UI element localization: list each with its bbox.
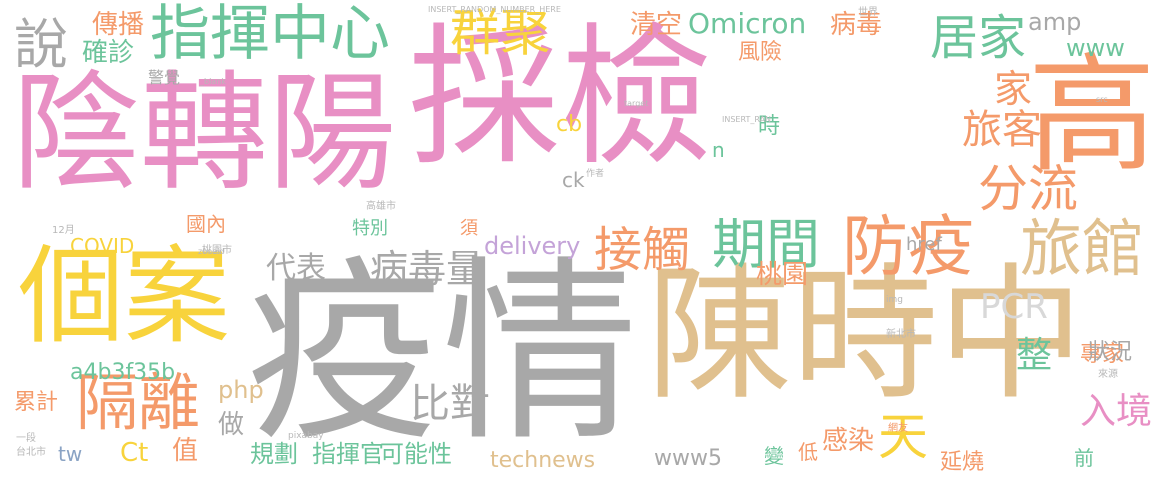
word-57: 值	[172, 436, 199, 466]
word-67: INSERT_RAN	[722, 115, 772, 124]
word-71: pixabay	[288, 431, 324, 441]
word-29: Omicron	[688, 7, 807, 40]
word-18: 天	[878, 408, 928, 466]
word-23: 代表	[266, 251, 326, 286]
word-66: _blank	[200, 77, 226, 86]
word-25: 整	[1016, 335, 1053, 376]
word-1: 陰轉陽	[12, 59, 397, 208]
word-59: tw	[58, 442, 83, 466]
word-78: 一段	[16, 433, 36, 444]
word-79: 來源	[1098, 369, 1118, 380]
word-70: img	[886, 295, 903, 305]
word-4: 陳時中	[646, 250, 1084, 420]
word-2: 採檢	[408, 9, 712, 186]
word-40: delivery	[484, 232, 581, 260]
word-46: 感染	[822, 426, 875, 456]
word-34: 桃園	[756, 260, 809, 290]
word-53: 特別	[352, 218, 388, 239]
word-35: 專家	[1080, 342, 1125, 367]
word-74: 新北市	[886, 329, 916, 340]
word-32: www	[1066, 34, 1125, 62]
word-62: n	[712, 138, 725, 162]
word-41: technews	[490, 448, 596, 473]
word-76: 桃園市	[202, 245, 232, 256]
word-51: 國內	[186, 212, 226, 236]
word-15: 隔離	[76, 366, 201, 439]
word-64: 警覺	[148, 68, 181, 87]
word-69: zoneid	[198, 247, 225, 256]
word-65: INSERT_RANDOM_NUMBER_HERE	[428, 5, 561, 14]
word-13: 期間	[712, 213, 820, 276]
word-48: 低	[798, 440, 818, 464]
word-45: 可能性	[380, 440, 452, 468]
word-14: 接觸	[594, 222, 691, 278]
word-61: ck	[562, 168, 585, 192]
word-33: 風險	[738, 40, 783, 65]
word-30: 病毒	[830, 10, 883, 40]
word-16: 分流	[978, 160, 1078, 218]
word-50: 前	[1074, 446, 1094, 470]
word-72: 作者	[586, 169, 605, 179]
word-81: 12月	[52, 225, 75, 236]
word-27: 傳播	[92, 10, 145, 40]
word-5: 個案	[18, 235, 230, 358]
word-43: 規劃	[250, 440, 298, 468]
word-54: 須	[460, 218, 478, 239]
word-9: 居家	[930, 10, 1027, 66]
word-75: 高雄市	[366, 201, 396, 212]
word-3: 疫情	[246, 240, 639, 468]
word-19: 家	[994, 67, 1033, 111]
word-56: 做	[218, 410, 245, 440]
word-24: PCR	[980, 287, 1048, 327]
word-31: amp	[1028, 8, 1082, 36]
word-21: 比對	[410, 381, 490, 427]
word-80: src	[1096, 95, 1108, 104]
word-68: target	[624, 99, 649, 108]
word-10: 說	[14, 13, 68, 76]
word-39: php	[218, 376, 264, 404]
word-49: 變	[764, 444, 784, 468]
word-17: 旅客	[962, 107, 1042, 153]
word-26: 確診	[82, 38, 135, 68]
word-12: 防疫	[842, 208, 974, 285]
word-6: 高	[1028, 41, 1157, 190]
word-38: a4b3f35b	[70, 360, 176, 385]
word-7: 指揮中心	[150, 0, 390, 69]
word-37: 累計	[14, 390, 59, 415]
word-63: 時	[758, 114, 781, 139]
word-60: cb	[556, 112, 583, 137]
word-47: 延燒	[940, 450, 985, 475]
word-20: 入境	[1080, 391, 1153, 432]
word-36: 狀況	[1088, 340, 1133, 365]
word-44: 指揮官	[312, 440, 384, 468]
word-42: www5	[654, 446, 722, 471]
word-8: 群聚	[450, 4, 550, 62]
word-82: 網友	[888, 423, 908, 434]
word-58: Ct	[120, 438, 149, 468]
word-11: 旅館	[1020, 212, 1145, 285]
word-77: 世界	[858, 7, 878, 18]
word-28: 清空	[630, 10, 683, 40]
word-22: 病毒量	[370, 247, 485, 291]
word-55: href	[906, 234, 942, 255]
word-73: 台北市	[16, 447, 46, 458]
word-52: COVID	[70, 234, 135, 258]
